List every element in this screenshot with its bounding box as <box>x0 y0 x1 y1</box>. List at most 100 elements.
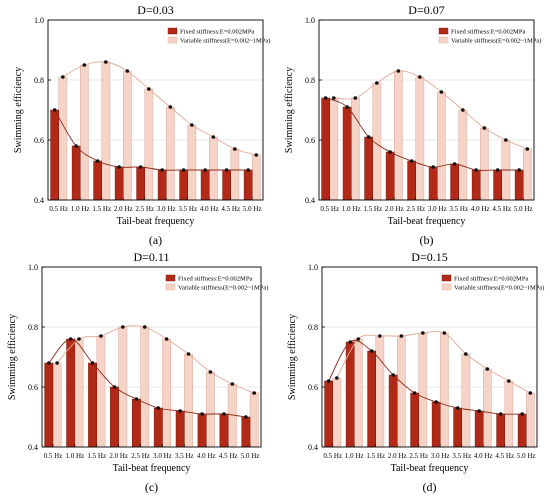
chart-title: D=0.11 <box>134 250 170 264</box>
y-tick-label: 1.0 <box>28 263 38 272</box>
x-tick-label: 4.0 Hz <box>200 205 219 213</box>
fixed-stiffness-bar <box>175 410 185 448</box>
fixed-stiffness-bar <box>219 413 229 448</box>
variable-stiffness-point <box>147 87 151 91</box>
x-tick-label: 4.5 Hz <box>219 452 238 460</box>
variable-stiffness-bar <box>74 338 84 448</box>
variable-stiffness-bar <box>252 154 261 201</box>
fixed-stiffness-point <box>323 96 328 100</box>
variable-stiffness-point <box>375 81 379 85</box>
fixed-stiffness-point <box>431 165 435 169</box>
fixed-stiffness-point <box>117 165 121 169</box>
legend-swatch-fixed <box>441 274 452 282</box>
fixed-stiffness-point <box>160 168 164 172</box>
y-axis-label: Swimming efficiency <box>287 314 298 400</box>
x-tick-label: 4.0 Hz <box>471 205 490 213</box>
variable-stiffness-bar <box>440 332 449 448</box>
variable-stiffness-bar <box>144 88 154 201</box>
variable-stiffness-bar <box>184 353 193 448</box>
fixed-stiffness-bar <box>136 166 146 201</box>
x-tick-label: 1.0 Hz <box>345 452 364 460</box>
y-tick-label: 0.8 <box>28 323 38 332</box>
variable-stiffness-point <box>254 153 259 157</box>
fixed-stiffness-point <box>203 168 207 172</box>
variable-stiffness-bar <box>394 70 403 201</box>
plot-frame <box>321 266 538 448</box>
plot-frame <box>318 19 535 201</box>
fixed-stiffness-point <box>348 340 352 344</box>
variable-stiffness-point <box>504 138 508 142</box>
x-tick-label: 4.0 Hz <box>197 452 216 460</box>
y-tick-label: 1.0 <box>34 16 44 25</box>
fixed-stiffness-point <box>391 373 395 377</box>
variable-stiffness-bar <box>415 76 425 201</box>
x-tick-label: 3.5 Hz <box>178 205 197 213</box>
variable-stiffness-point <box>378 334 382 338</box>
variable-stiffness-bar <box>209 136 218 201</box>
fixed-stiffness-bar <box>428 166 438 201</box>
variable-stiffness-point <box>421 331 425 335</box>
legend-label-fixed: Fixed stiffness:E=0.002MPa <box>180 29 254 36</box>
variable-stiffness-point <box>55 361 59 365</box>
fixed-stiffness-bar <box>364 136 373 201</box>
y-tick-label: 1.0 <box>305 16 315 25</box>
legend-label-fixed: Fixed stiffness:E=0.002MPa <box>454 276 528 283</box>
x-tick-label: 3.0 Hz <box>157 205 176 213</box>
variable-stiffness-bar <box>52 362 62 448</box>
y-tick-label: 1.0 <box>308 263 318 272</box>
x-tick-label: 5.0 Hz <box>241 452 260 460</box>
variable-stiffness-point <box>396 69 401 73</box>
x-tick-label: 2.0 Hz <box>385 205 404 213</box>
legend-label-variable: Variable stiffness(E=0.002~1MPa) <box>178 285 268 292</box>
variable-stiffness-bar <box>437 91 446 201</box>
fixed-stiffness-bar <box>345 341 355 448</box>
chart-panel-3: 0.4 0.6 0.8 1.0 0.5 Hz 1.0 Hz 1.5 Hz 2.0 Hz 2.5 … <box>7 250 268 494</box>
y-tick-label: 0.6 <box>34 136 44 145</box>
panel-label: (c) <box>145 480 158 494</box>
variable-stiffness-point <box>356 337 361 341</box>
fixed-stiffness-point <box>156 406 161 410</box>
variable-stiffness-point <box>168 105 173 109</box>
fixed-stiffness-bar <box>450 163 459 201</box>
fixed-stiffness-point <box>68 337 73 341</box>
legend-label-fixed: Fixed stiffness:E=0.002MPa <box>451 29 525 36</box>
variable-stiffness-point <box>121 325 125 329</box>
variable-stiffness-point <box>208 370 213 374</box>
chart-title: D=0.15 <box>411 250 447 264</box>
fixed-stiffness-bar <box>496 413 505 448</box>
variable-stiffness-bar <box>461 353 471 448</box>
fixed-stiffness-point <box>244 415 248 419</box>
fixed-stiffness-point <box>477 409 481 413</box>
fixed-stiffness-bar <box>385 151 395 201</box>
fixed-stiffness-bar <box>493 169 502 201</box>
fixed-stiffness-bar <box>153 407 163 448</box>
variable-stiffness-bar <box>526 392 535 448</box>
panel-label: (d) <box>423 480 437 494</box>
variable-stiffness-point <box>528 391 533 395</box>
fixed-stiffness-bar <box>179 169 189 201</box>
x-tick-label: 1.0 Hz <box>342 205 361 213</box>
legend-swatch-variable <box>438 36 449 44</box>
x-tick-label: 1.5 Hz <box>363 205 382 213</box>
fixed-stiffness-point <box>434 400 438 404</box>
variable-stiffness-bar <box>418 332 428 448</box>
fixed-stiffness-bar <box>157 169 167 201</box>
y-axis-label: Swimming efficiency <box>284 67 295 153</box>
y-tick-label: 0.4 <box>308 443 318 452</box>
x-tick-label: 1.5 Hz <box>87 452 106 460</box>
variable-stiffness-point <box>482 126 487 130</box>
x-tick-label: 5.0 Hz <box>243 205 262 213</box>
variable-stiffness-bar <box>332 377 342 448</box>
x-tick-label: 2.5 Hz <box>135 205 154 213</box>
x-axis-label: Tail-beat frequency <box>113 463 191 474</box>
variable-stiffness-point <box>99 334 103 338</box>
variable-stiffness-bar <box>375 335 385 448</box>
variable-stiffness-point <box>525 147 530 151</box>
fixed-stiffness-point <box>246 168 250 172</box>
variable-stiffness-bar <box>96 335 106 448</box>
x-tick-label: 2.0 Hz <box>114 205 133 213</box>
plot-frame <box>47 19 264 201</box>
y-axis-label: Swimming efficiency <box>7 314 18 400</box>
x-tick-label: 2.0 Hz <box>109 452 128 460</box>
variable-stiffness-bar <box>329 97 339 201</box>
